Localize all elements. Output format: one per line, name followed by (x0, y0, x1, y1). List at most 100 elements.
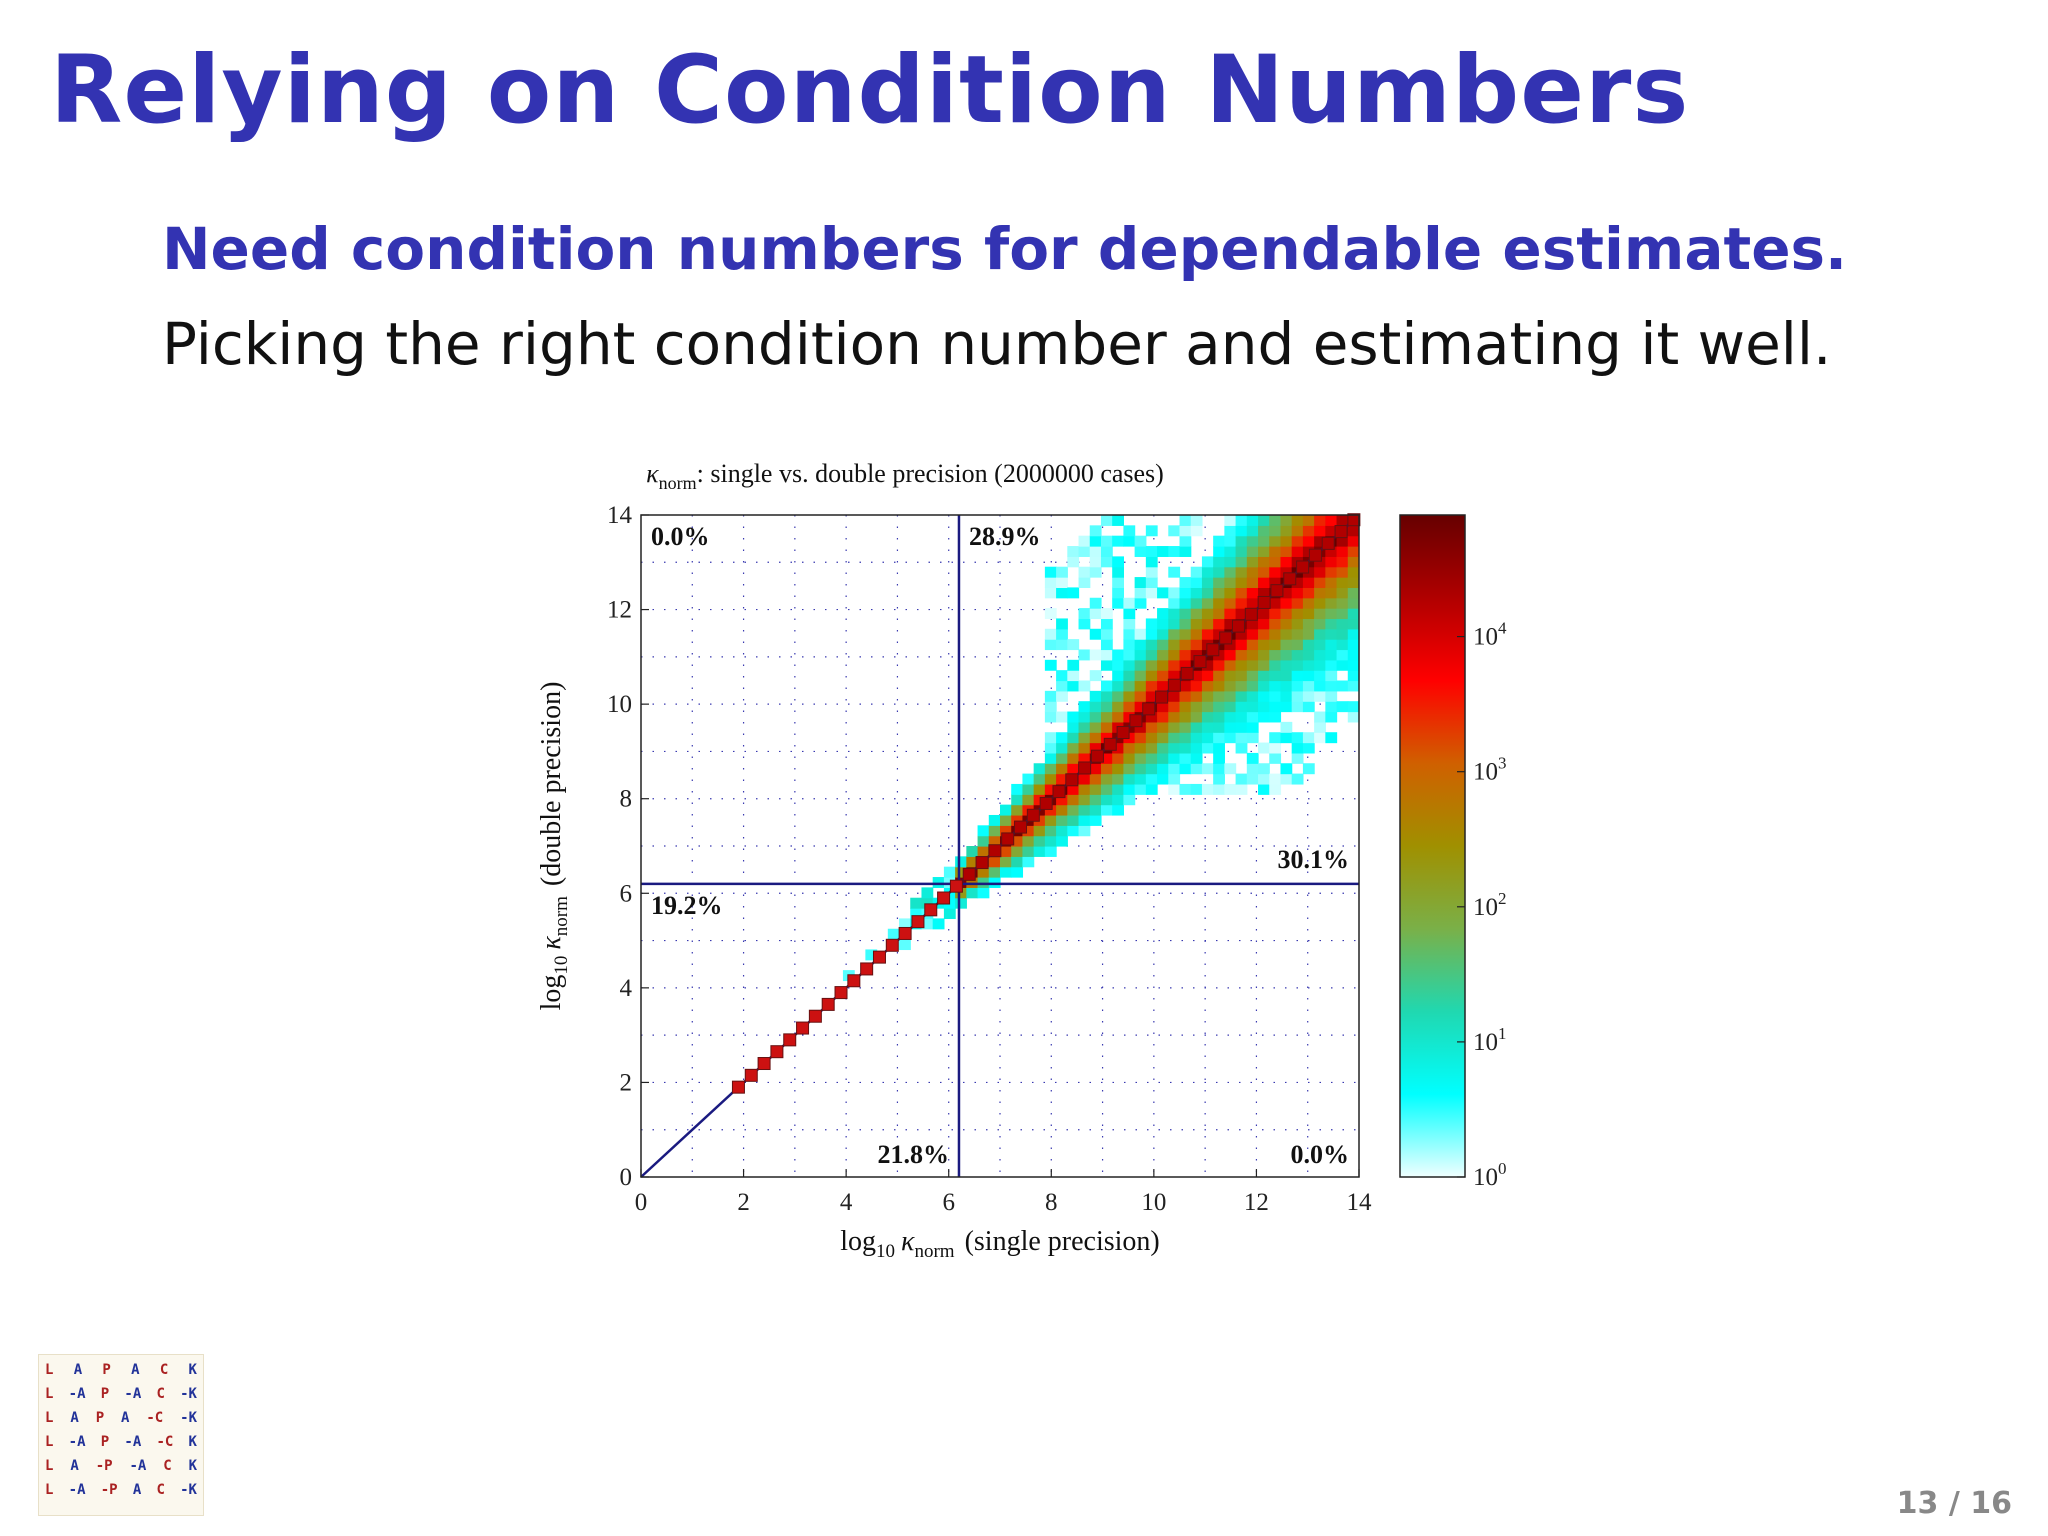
x-tick-label: 2 (737, 1189, 750, 1216)
heatmap-cell (1123, 701, 1136, 713)
logo-row: L A -P -A C K (45, 1459, 197, 1483)
heatmap-cell (1179, 597, 1192, 609)
heatmap-cell (1134, 546, 1147, 557)
heatmap-cell (1168, 773, 1181, 785)
heatmap-cell (1269, 701, 1282, 713)
diagonal-marker (1283, 572, 1297, 586)
heatmap-cell (1213, 752, 1225, 764)
logo-letter: -K (180, 1482, 197, 1498)
heatmap-cell (1056, 566, 1068, 578)
heatmap-cell (1157, 773, 1169, 785)
diagonal-marker (1308, 548, 1322, 562)
heatmap-cell (1134, 680, 1147, 692)
heatmap-cell (1190, 618, 1203, 630)
heatmap-cell (1258, 535, 1270, 547)
heatmap-cell (1336, 515, 1349, 526)
heatmap-cell (1224, 763, 1237, 775)
heatmap-cell (1280, 670, 1293, 682)
heatmap-cell (1112, 680, 1125, 692)
logo-letter: -P (100, 1482, 118, 1498)
heatmap-cell (1302, 535, 1315, 547)
colorbar-tick-label: 104 (1473, 619, 1507, 651)
heatmap-cell (1280, 597, 1293, 609)
heatmap-cell (1044, 711, 1057, 723)
heatmap-cell (1145, 742, 1158, 754)
x-tick-label: 12 (1244, 1189, 1269, 1216)
heatmap-cell (865, 949, 878, 961)
heatmap-cell (1145, 628, 1158, 640)
diagonal-marker (770, 1045, 784, 1059)
heatmap-cell (1258, 783, 1270, 795)
heatmap-cell (1112, 566, 1125, 578)
heatmap-cell (1302, 680, 1315, 692)
heatmap-cell (1347, 556, 1359, 568)
logo-letter: -C (156, 1434, 174, 1450)
logo-letter: -P (95, 1458, 113, 1474)
heatmap-cell (1258, 587, 1270, 599)
heatmap-cell (1246, 732, 1259, 744)
heatmap-cell (1201, 597, 1214, 609)
heatmap-cell (1325, 649, 1338, 661)
heatmap-cell (1078, 804, 1091, 816)
heatmap-cell (1213, 535, 1225, 547)
heatmap-cell (1347, 525, 1359, 537)
heatmap-cell (1011, 783, 1024, 795)
quadrant-percentage: 19.2% (651, 891, 723, 920)
heatmap-cell (1078, 783, 1091, 795)
heatmap-cell (1325, 566, 1338, 578)
heatmap-cell (1123, 763, 1136, 775)
heatmap-cell (1302, 525, 1315, 537)
heatmap-cell (1179, 721, 1192, 733)
heatmap-cell (1078, 680, 1091, 692)
diagonal-marker (988, 844, 1002, 858)
heatmap-cell (1112, 690, 1125, 702)
heatmap-cell (1145, 546, 1158, 557)
heatmap-cell (1100, 680, 1113, 692)
heatmap-cell (899, 939, 911, 951)
heatmap-cell (921, 918, 934, 930)
heatmap-cell (1112, 670, 1125, 682)
heatmap-cell (1336, 608, 1349, 620)
heatmap-cell (1056, 587, 1068, 599)
heatmap-cell (1168, 639, 1181, 651)
diagonal-marker (1078, 761, 1092, 775)
heatmap-cell (1224, 515, 1237, 526)
heatmap-cell (1235, 577, 1248, 589)
heatmap-cell (1056, 732, 1068, 744)
heatmap-cell (1168, 608, 1181, 620)
heatmap-cell (1056, 618, 1068, 630)
heatmap-cell (1089, 670, 1102, 682)
heatmap-cell (1280, 721, 1293, 733)
heatmap-cell (1089, 525, 1102, 537)
heatmap-cell (1347, 546, 1359, 557)
logo-letter: -A (129, 1458, 147, 1474)
heatmap-cell (1100, 732, 1113, 744)
heatmap-cell (988, 825, 1001, 837)
heatmap-cell (1056, 680, 1068, 692)
heatmap-cell (1347, 680, 1359, 692)
heatmap-cell (1213, 618, 1225, 630)
heatmap-cell (1168, 701, 1181, 713)
heatmap-cell (966, 856, 979, 868)
heatmap-cell (1157, 639, 1169, 651)
heatmap-cell (1201, 577, 1214, 589)
heatmap-cell (1280, 773, 1293, 785)
x-axis-label: log10 κnorm (single precision) (840, 1226, 1160, 1262)
heatmap-cell (1325, 711, 1338, 723)
heatmap-cell (1089, 556, 1102, 568)
heatmap-cell (1336, 680, 1349, 692)
heatmap-cell (1302, 628, 1315, 640)
heatmap-cell (1269, 525, 1282, 537)
heatmap-cell (1269, 618, 1282, 630)
heatmap-cell (943, 908, 956, 920)
heatmap-cell (1269, 711, 1282, 723)
heatmap-cell (1056, 690, 1068, 702)
heatmap-cell (1258, 763, 1270, 775)
logo-letter: C (163, 1458, 172, 1474)
heatmap-cell (1291, 618, 1304, 630)
heatmap-cell (1280, 515, 1293, 526)
heatmap-cell (1134, 639, 1147, 651)
heatmap-cell (1213, 556, 1225, 568)
heatmap-cell (1213, 670, 1225, 682)
heatmap-cell (1213, 597, 1225, 609)
